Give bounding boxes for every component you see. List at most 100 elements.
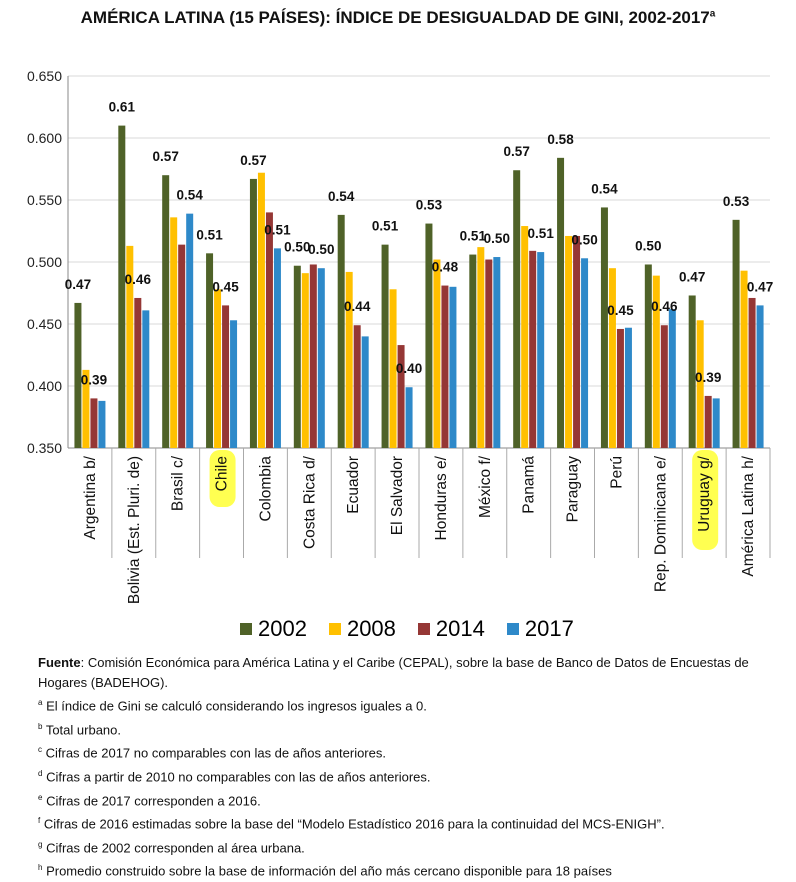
legend-swatch [417,623,430,635]
footnote-mark: g [38,839,43,849]
chart-title-note-mark: a [709,8,716,20]
data-label: 0.54 [591,181,618,196]
footnote-mark: a [38,698,43,708]
data-label: 0.47 [747,279,773,294]
bar-2017 [186,213,194,448]
bar-2008 [257,172,265,448]
bar-2014 [134,297,142,448]
data-label: 0.46 [651,299,678,314]
bar-2017 [142,310,150,448]
x-category-label: Argentina b/ [82,455,99,539]
footnote: g Cifras de 2002 corresponden al área ur… [38,835,790,859]
data-label: 0.51 [196,227,223,242]
bar-2002 [118,125,126,448]
bar-2002 [206,253,214,448]
data-label: 0.53 [723,194,750,209]
y-tick-label: 0.600 [27,130,62,146]
x-category-label: Bolivia (Est. Pluri. de) [126,456,143,604]
bar-2002 [557,157,565,448]
x-category-label: Rep. Dominicana e/ [652,455,669,592]
bar-2014 [353,325,361,448]
bar-2014 [573,235,581,448]
bar-2002 [513,170,521,449]
y-tick-label: 0.400 [27,378,62,394]
data-label: 0.57 [504,144,530,159]
bar-2008 [345,271,353,448]
data-label: 0.50 [484,231,510,246]
gini-bar-chart: 0.650 0.600 0.550 0.500 0.450 0.400 0.350 Argen… [27,68,773,604]
data-label: 0.51 [372,219,399,234]
x-category-label: América Latina h/ [740,455,757,576]
bar-2002 [425,223,433,448]
bar-2014 [441,285,449,448]
footnote-mark: f [38,816,41,826]
bar-2017 [668,309,676,448]
bar-2014 [616,328,624,448]
bar-2002 [74,302,82,448]
legend-label: 2008 [346,616,396,641]
data-label: 0.39 [81,372,107,387]
bar-2014 [265,212,273,448]
bar-2002 [293,265,301,448]
bar-2014 [704,395,712,448]
data-label: 0.48 [432,260,459,275]
data-label: 0.46 [125,272,152,287]
data-label: 0.40 [396,361,422,376]
bar-2002 [688,295,696,448]
bar-2014 [178,244,186,448]
footnote: f Cifras de 2016 estimadas sobre la base… [38,811,790,835]
bar-2008 [608,268,616,448]
bar-2008 [82,369,90,448]
footnote-text: El índice de Gini se calculó considerand… [42,698,427,714]
bar-2002 [469,254,477,448]
footnote-text: Promedio construido sobre la base de inf… [42,863,612,879]
category-highlight [209,450,236,507]
data-label: 0.50 [571,232,597,247]
data-label: 0.45 [212,279,239,294]
x-category-label: Paraguay [565,456,582,523]
footnote: h Promedio construido sobre la base de i… [38,858,790,882]
legend-swatch [506,623,519,635]
x-category-label: Uruguay g/ [696,455,713,532]
data-label: 0.39 [695,370,721,385]
data-label: 0.51 [528,226,555,241]
footnote-text: Cifras de 2002 corresponden al área urba… [42,839,305,855]
bar-2002 [732,219,740,448]
x-category-label: México f/ [477,455,494,518]
bar-2002 [162,175,170,448]
legend-swatch [328,623,341,635]
bar-2008 [652,275,660,448]
bar-2017 [230,320,238,448]
footnote-mark: c [38,745,42,755]
bar-2017 [361,336,369,448]
footnote-text: Cifras de 2016 estimadas sobre la base d… [40,816,665,832]
footnote: e Cifras de 2017 corresponden a 2016. [38,788,790,812]
bar-2002 [337,214,345,448]
x-category-label: Panamá [521,456,538,514]
bar-2017 [581,258,589,448]
data-label: 0.47 [65,277,91,292]
legend-label: 2002 [258,616,307,641]
bar-2017 [273,248,281,448]
bar-2017 [756,305,764,448]
source-label: Fuente [38,655,81,670]
category-highlight [692,450,719,550]
data-label: 0.50 [284,240,310,255]
x-category-label: Honduras e/ [433,455,450,540]
bar-2014 [90,398,98,448]
legend-item-2014: 2014 [417,616,485,642]
bar-2014 [397,345,405,448]
bar-2014 [529,250,537,448]
bar-2014 [748,297,756,448]
x-category-label: Costa Rica d/ [301,455,318,549]
bar-2008 [214,289,222,448]
y-tick-label: 0.450 [27,316,62,332]
legend-swatch [240,623,252,635]
y-tick-label: 0.350 [27,440,62,456]
bar-2017 [98,400,106,448]
bar-2017 [449,286,457,448]
data-label: 0.57 [153,149,179,164]
footnote-mark: d [38,769,43,778]
bar-2008 [565,235,573,448]
x-category-label: Ecuador [345,456,362,514]
